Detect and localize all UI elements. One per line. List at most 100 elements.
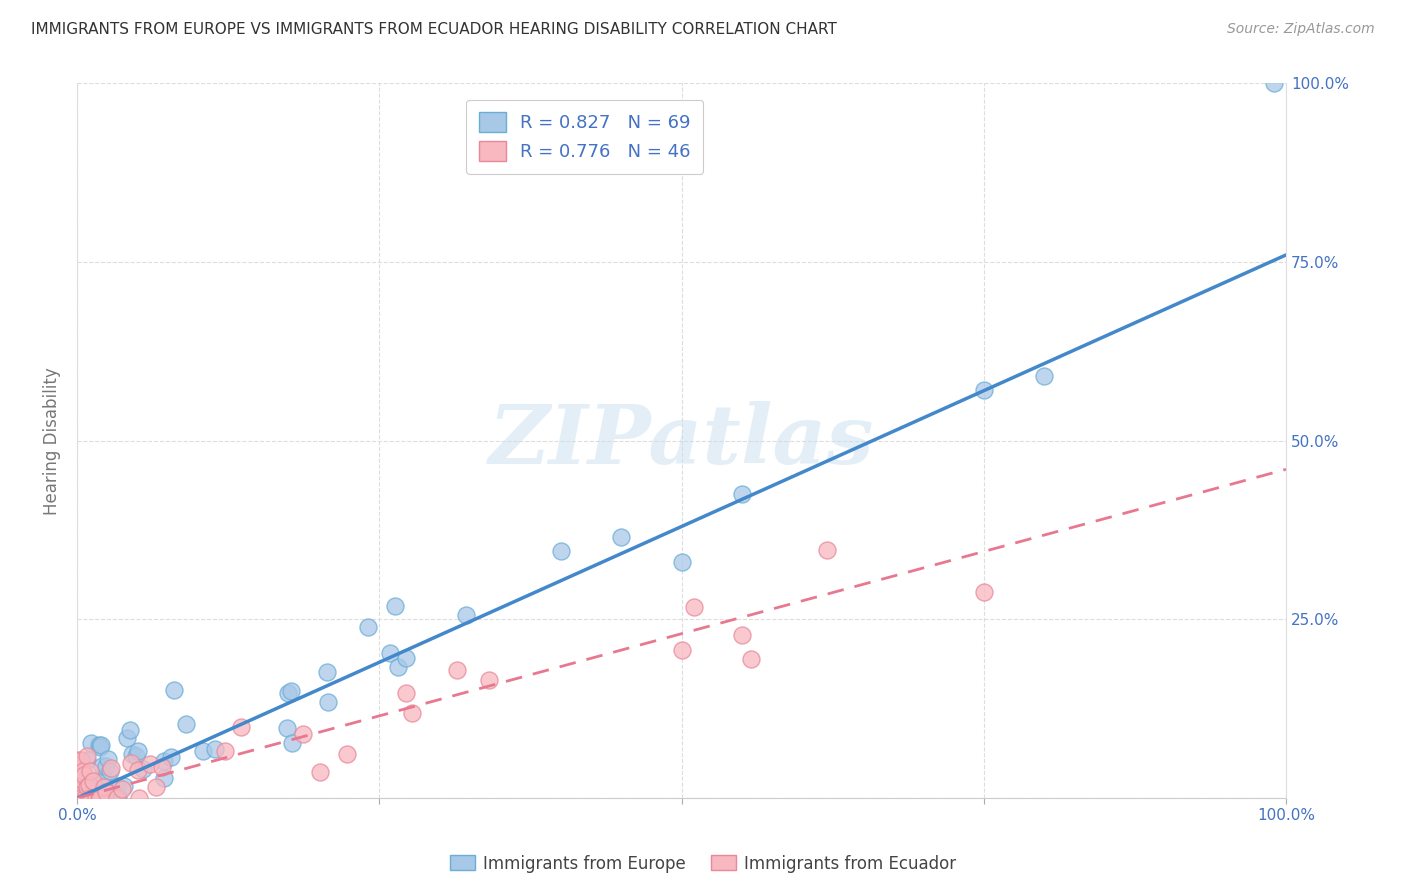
Point xyxy=(69,791,91,805)
Point xyxy=(94,785,117,799)
Point xyxy=(84,791,107,805)
Point xyxy=(83,791,105,805)
Point xyxy=(214,744,236,758)
Point xyxy=(280,684,302,698)
Point xyxy=(610,531,633,545)
Point xyxy=(127,763,149,777)
Point xyxy=(72,773,94,788)
Point xyxy=(91,770,114,784)
Point xyxy=(336,747,359,761)
Point xyxy=(89,739,111,754)
Point xyxy=(70,753,93,767)
Point xyxy=(87,791,110,805)
Point xyxy=(550,543,572,558)
Point xyxy=(80,736,103,750)
Point xyxy=(174,717,197,731)
Point xyxy=(72,764,94,778)
Text: Source: ZipAtlas.com: Source: ZipAtlas.com xyxy=(1227,22,1375,37)
Point xyxy=(112,779,135,793)
Point xyxy=(204,742,226,756)
Point xyxy=(316,665,339,679)
Point xyxy=(132,762,155,776)
Point xyxy=(83,791,105,805)
Point xyxy=(160,750,183,764)
Point xyxy=(446,663,468,677)
Point xyxy=(127,744,149,758)
Point xyxy=(76,748,98,763)
Point xyxy=(93,780,115,794)
Point xyxy=(120,756,142,770)
Point xyxy=(153,754,176,768)
Point xyxy=(105,779,128,793)
Point xyxy=(107,791,129,805)
Point xyxy=(72,791,94,805)
Point xyxy=(139,756,162,771)
Point xyxy=(100,761,122,775)
Point xyxy=(79,789,101,803)
Point xyxy=(117,731,139,746)
Point xyxy=(671,642,693,657)
Point xyxy=(100,764,122,779)
Point xyxy=(79,764,101,778)
Point xyxy=(89,791,111,805)
Text: ZIPatlas: ZIPatlas xyxy=(489,401,875,481)
Point xyxy=(87,739,110,753)
Point xyxy=(973,383,995,397)
Point xyxy=(67,753,90,767)
Point xyxy=(77,791,100,805)
Point xyxy=(120,723,142,738)
Point xyxy=(401,706,423,720)
Point xyxy=(671,555,693,569)
Point xyxy=(82,791,104,805)
Point xyxy=(152,759,174,773)
Point xyxy=(72,768,94,782)
Point xyxy=(384,599,406,614)
Point xyxy=(163,682,186,697)
Point xyxy=(128,791,150,805)
Point xyxy=(94,791,117,805)
Point xyxy=(281,736,304,750)
Point xyxy=(94,759,117,773)
Point xyxy=(89,791,111,805)
Point xyxy=(69,782,91,797)
Point xyxy=(104,791,127,805)
Point xyxy=(1033,368,1056,383)
Point xyxy=(316,695,339,709)
Point xyxy=(153,771,176,785)
Point xyxy=(97,752,120,766)
Point xyxy=(89,778,111,792)
Point xyxy=(111,781,134,796)
Point xyxy=(387,660,409,674)
Point xyxy=(309,764,332,779)
Point xyxy=(740,651,762,665)
Point xyxy=(87,789,110,804)
Point xyxy=(456,607,478,622)
Point xyxy=(973,585,995,599)
Point xyxy=(70,791,93,805)
Point xyxy=(121,747,143,762)
Text: IMMIGRANTS FROM EUROPE VS IMMIGRANTS FROM ECUADOR HEARING DISABILITY CORRELATION: IMMIGRANTS FROM EUROPE VS IMMIGRANTS FRO… xyxy=(31,22,837,37)
Point xyxy=(395,651,418,665)
Point xyxy=(276,722,298,736)
Point xyxy=(76,753,98,767)
Point xyxy=(93,784,115,798)
Point xyxy=(83,791,105,805)
Point xyxy=(67,776,90,790)
Legend: R = 0.827   N = 69, R = 0.776   N = 46: R = 0.827 N = 69, R = 0.776 N = 46 xyxy=(467,100,703,174)
Point xyxy=(79,791,101,805)
Point xyxy=(292,727,315,741)
Point xyxy=(91,758,114,772)
Point xyxy=(67,788,90,802)
Point xyxy=(67,767,90,781)
Point xyxy=(395,686,418,700)
Point xyxy=(83,791,105,805)
Point xyxy=(356,620,378,634)
Point xyxy=(815,543,838,558)
Point xyxy=(378,646,401,660)
Point xyxy=(107,789,129,804)
Point xyxy=(478,673,501,687)
Point xyxy=(683,600,706,615)
Point xyxy=(77,778,100,792)
Point xyxy=(125,748,148,763)
Point xyxy=(731,627,754,641)
